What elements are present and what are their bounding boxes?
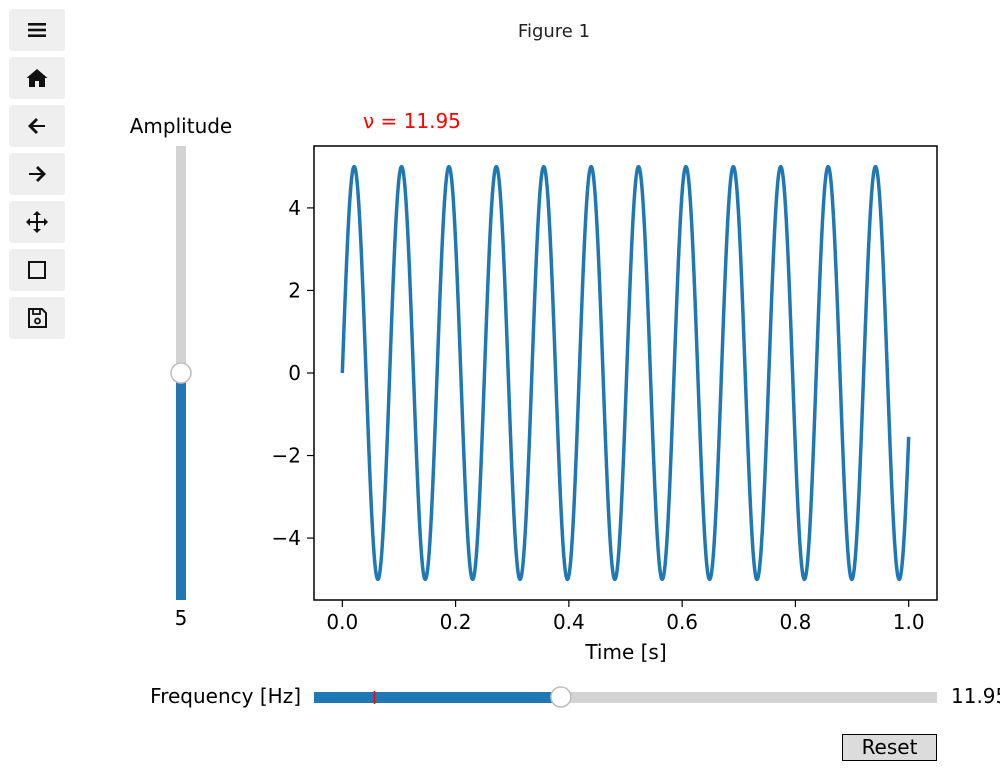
x-tick-label: 0.8 — [780, 610, 812, 634]
pan-icon — [26, 211, 48, 233]
save-icon — [28, 308, 47, 328]
x-tick-label: 0.0 — [326, 610, 358, 634]
plot-axes: 0.0 0.2 0.4 0.6 0.8 1.0 4 2 0 −2 −4 Time [s] — [272, 145, 938, 664]
frequency-slider-handle[interactable] — [550, 686, 572, 708]
frequency-label: Frequency [Hz] — [150, 684, 301, 708]
amplitude-slider-handle[interactable] — [170, 362, 192, 384]
forward-icon — [29, 166, 46, 182]
frequency-slider-fill — [314, 692, 561, 703]
frequency-value: 11.95 — [951, 684, 1000, 708]
forward-button[interactable] — [9, 153, 65, 195]
y-tick-label: 2 — [288, 278, 301, 302]
amplitude-label: Amplitude — [130, 114, 233, 138]
amplitude-value: 5 — [175, 606, 188, 630]
frequency-slider-track[interactable] — [314, 692, 937, 703]
menu-icon — [28, 23, 46, 37]
back-icon — [28, 118, 45, 134]
y-tick-label: −2 — [272, 444, 301, 468]
reset-button[interactable]: Reset — [842, 734, 937, 761]
save-button[interactable] — [9, 297, 65, 339]
menu-button[interactable] — [9, 9, 65, 51]
x-tick-label: 0.2 — [440, 610, 472, 634]
y-tick-label: 4 — [288, 196, 301, 220]
figure-title: Figure 1 — [517, 21, 591, 42]
pan-button[interactable] — [9, 201, 65, 243]
zoom-icon — [28, 261, 46, 279]
frequency-annotation: ν = 11.95 — [363, 109, 461, 133]
x-tick-label: 0.4 — [553, 610, 585, 634]
amplitude-slider-fill — [176, 373, 186, 600]
zoom-button[interactable] — [9, 249, 65, 291]
x-tick-label: 0.6 — [666, 610, 698, 634]
x-tick-label: 1.0 — [893, 610, 925, 634]
signal-series-line — [340, 164, 911, 582]
x-axis-label: Time [s] — [584, 640, 666, 664]
y-tick-label: 0 — [288, 361, 301, 385]
back-button[interactable] — [9, 105, 65, 147]
home-button[interactable] — [9, 57, 65, 99]
home-icon — [26, 69, 48, 87]
y-tick-label: −4 — [272, 526, 301, 550]
